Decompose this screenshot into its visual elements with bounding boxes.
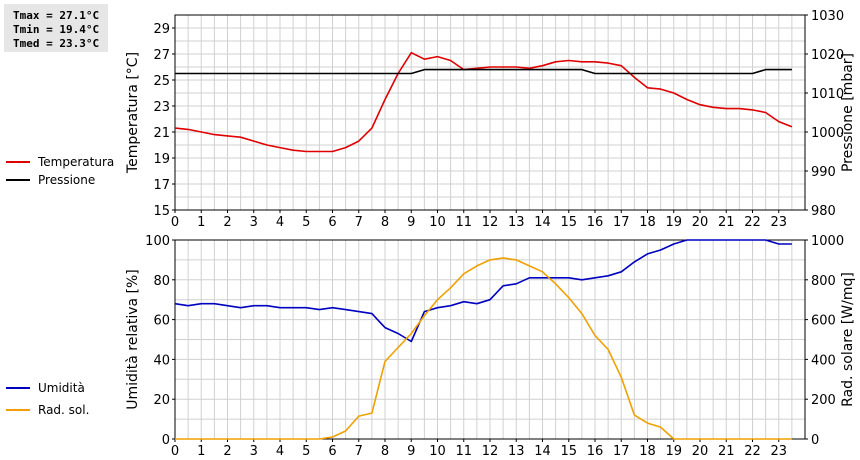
x-tick-label: 3 [250, 215, 258, 230]
x-tick-label: 17 [613, 444, 630, 459]
x-tick-label: 22 [744, 215, 761, 230]
y-axis-title: Umidità relativa [%] [125, 269, 141, 410]
x-tick-label: 11 [455, 444, 472, 459]
stats-box: Tmax = 27.1°C Tmin = 19.4°C Tmed = 23.3°… [4, 4, 108, 52]
y2-tick-label: 600 [811, 314, 836, 329]
y2-tick-label: 1000 [811, 234, 844, 249]
y2-tick-label: 1010 [811, 87, 844, 102]
x-tick-label: 10 [429, 444, 446, 459]
x-tick-label: 4 [276, 215, 284, 230]
y-tick-label: 27 [153, 48, 170, 63]
x-tick-label: 23 [770, 444, 787, 459]
x-tick-label: 16 [587, 215, 604, 230]
x-tick-label: 20 [692, 444, 709, 459]
y-tick-label: 23 [153, 100, 170, 115]
x-tick-label: 14 [534, 215, 551, 230]
legend-label: Umidità [38, 381, 85, 395]
x-tick-label: 19 [665, 215, 682, 230]
y-tick-label: 100 [145, 234, 170, 249]
y2-tick-label: 980 [811, 204, 836, 219]
y2-tick-label: 200 [811, 393, 836, 408]
legend-label: Rad. sol. [38, 403, 89, 417]
x-tick-label: 18 [639, 215, 656, 230]
series-line-rad-sol- [175, 257, 792, 440]
y-tick-label: 21 [153, 126, 170, 141]
y-tick-label: 19 [153, 152, 170, 167]
stat-tmed: Tmed = 23.3°C [13, 37, 100, 50]
x-tick-label: 5 [302, 215, 310, 230]
y2-axis-title: Rad. solare [W/mq] [840, 272, 856, 407]
x-tick-label: 4 [276, 444, 284, 459]
x-tick-label: 11 [455, 215, 472, 230]
legend-label: Pressione [38, 173, 95, 187]
x-tick-label: 9 [407, 444, 415, 459]
y-tick-label: 29 [153, 22, 170, 37]
x-tick-label: 1 [197, 215, 205, 230]
x-tick-label: 20 [692, 215, 709, 230]
y-tick-label: 80 [153, 274, 170, 289]
y-tick-label: 17 [153, 178, 170, 193]
x-tick-label: 22 [744, 444, 761, 459]
x-tick-label: 17 [613, 215, 630, 230]
x-tick-label: 14 [534, 444, 551, 459]
x-tick-label: 15 [560, 444, 577, 459]
x-tick-label: 8 [381, 444, 389, 459]
series-line-pressione [175, 68, 792, 75]
x-tick-label: 23 [770, 215, 787, 230]
series-line-umidit- [174, 239, 792, 343]
y-tick-label: 15 [153, 204, 170, 219]
x-tick-label: 10 [429, 215, 446, 230]
x-tick-label: 15 [560, 215, 577, 230]
x-tick-label: 7 [355, 444, 363, 459]
legend-label: Temperatura [37, 155, 114, 169]
x-tick-label: 13 [508, 215, 525, 230]
series-line-temperatura [174, 51, 793, 153]
stat-tmax: Tmax = 27.1°C [13, 9, 100, 22]
x-tick-label: 18 [639, 444, 656, 459]
y2-tick-label: 0 [811, 433, 819, 448]
x-tick-label: 0 [171, 444, 179, 459]
y2-tick-label: 400 [811, 353, 836, 368]
x-tick-label: 5 [302, 444, 310, 459]
x-tick-label: 6 [328, 215, 336, 230]
x-tick-label: 19 [665, 444, 682, 459]
x-tick-label: 1 [197, 444, 205, 459]
y2-tick-label: 1020 [811, 48, 844, 63]
x-tick-label: 9 [407, 215, 415, 230]
y2-tick-label: 1000 [811, 126, 844, 141]
y-tick-label: 60 [153, 314, 170, 329]
x-tick-label: 21 [718, 444, 735, 459]
y-tick-label: 20 [153, 393, 170, 408]
y2-tick-label: 990 [811, 165, 836, 180]
y2-tick-label: 1030 [811, 9, 844, 24]
x-tick-label: 12 [482, 215, 499, 230]
x-tick-label: 21 [718, 215, 735, 230]
x-tick-label: 16 [587, 444, 604, 459]
x-tick-label: 8 [381, 215, 389, 230]
stat-tmin: Tmin = 19.4°C [13, 23, 100, 36]
y2-tick-label: 800 [811, 274, 836, 289]
x-tick-label: 6 [328, 444, 336, 459]
y-axis-title: Temperatura [°C] [125, 52, 141, 174]
y-tick-label: 25 [153, 74, 170, 89]
y2-axis-title: Pressione [mbar] [840, 53, 856, 172]
x-tick-label: 12 [482, 444, 499, 459]
x-tick-label: 2 [223, 215, 231, 230]
x-tick-label: 13 [508, 444, 525, 459]
x-tick-label: 3 [250, 444, 258, 459]
y-tick-label: 0 [162, 433, 170, 448]
x-tick-label: 7 [355, 215, 363, 230]
y-tick-label: 40 [153, 353, 170, 368]
x-tick-label: 0 [171, 215, 179, 230]
x-tick-label: 2 [223, 444, 231, 459]
